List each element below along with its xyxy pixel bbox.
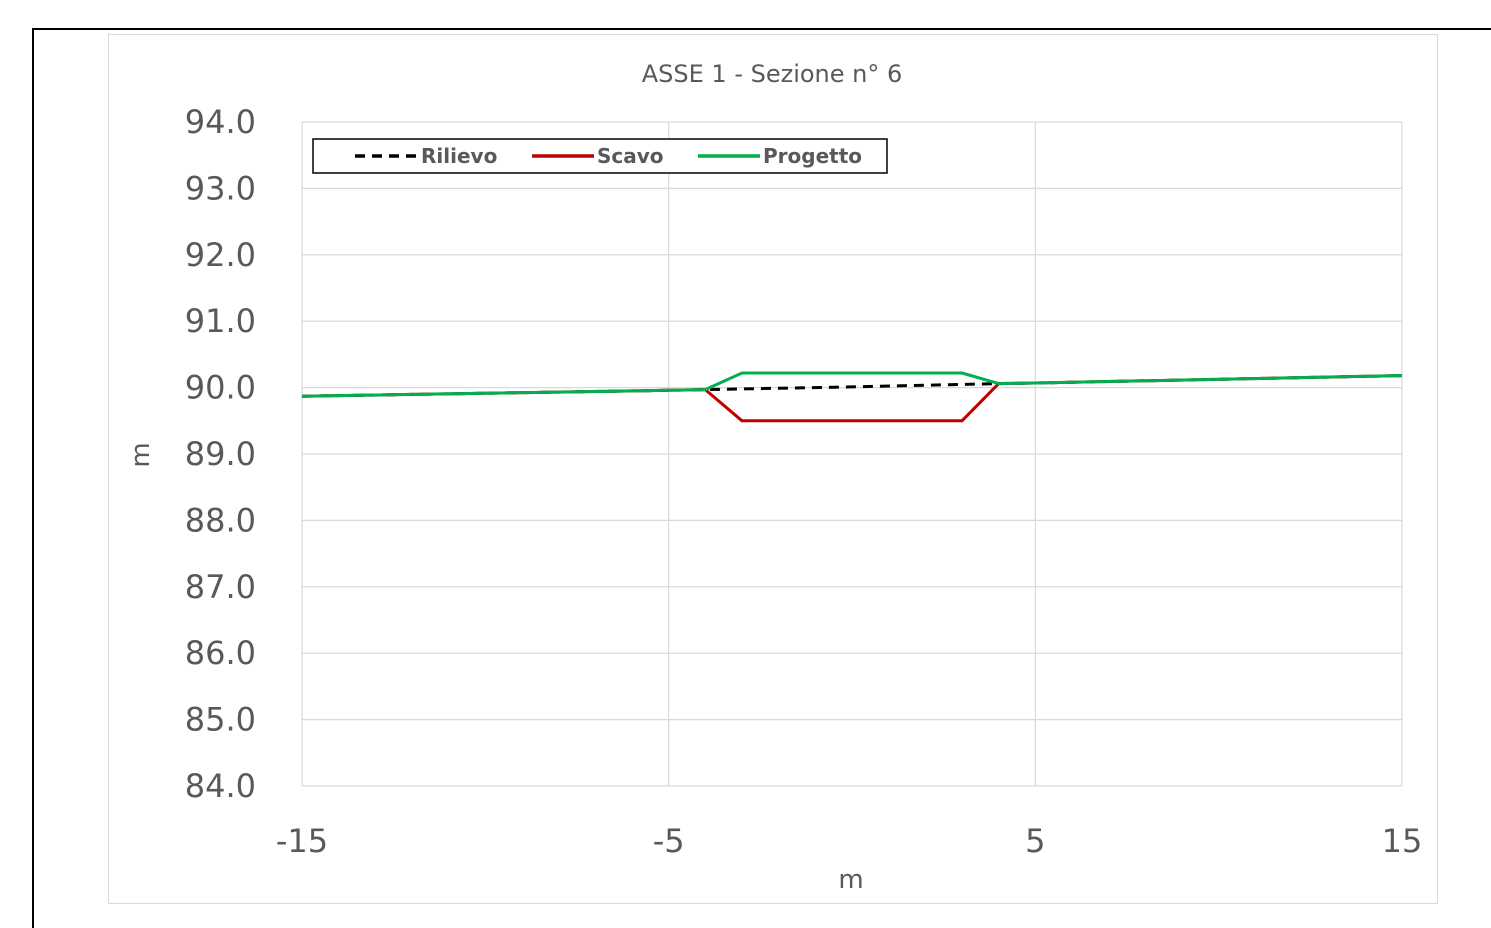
y-tick-label: 89.0 [185,435,256,473]
y-tick-label: 91.0 [185,302,256,340]
chart-area [108,34,1438,904]
x-tick-label: -5 [653,822,685,860]
x-tick-label: 15 [1382,822,1423,860]
y-tick-label: 85.0 [185,701,256,739]
y-tick-label: 86.0 [185,634,256,672]
x-tick-label: -15 [276,822,328,860]
legend: Rilievo Scavo Progetto [312,138,888,174]
y-tick-label: 88.0 [185,501,256,539]
grid-layer [301,121,1403,787]
series-layer [301,371,1403,423]
series-line-progetto [301,371,1403,398]
chart-svg: ASSE 1 - Sezione n° 6 84.0 85.0 86.0 87.0 88… [126,60,1422,891]
x-axis-label: m [838,865,863,891]
y-tick-label: 84.0 [185,767,256,805]
x-tick-label: 5 [1025,822,1045,860]
legend-label-progetto: Progetto [763,144,862,168]
y-tick-label: 90.0 [185,369,256,407]
y-tick-label: 93.0 [185,169,256,207]
legend-label-scavo: Scavo [597,144,664,168]
outer-frame [32,28,1491,928]
series-line-scavo [301,374,1403,423]
legend-label-rilievo: Rilievo [421,144,497,168]
y-tick-label: 92.0 [185,236,256,274]
y-axis-label: m [126,442,156,467]
chart-title: ASSE 1 - Sezione n° 6 [642,60,903,88]
y-tick-labels: 84.0 85.0 86.0 87.0 88.0 89.0 90.0 91.0 92.0 93.0… [185,103,256,805]
x-tick-labels: -15 -5 5 15 [276,822,1422,860]
y-tick-label: 87.0 [185,568,256,606]
y-tick-label: 94.0 [185,103,256,141]
